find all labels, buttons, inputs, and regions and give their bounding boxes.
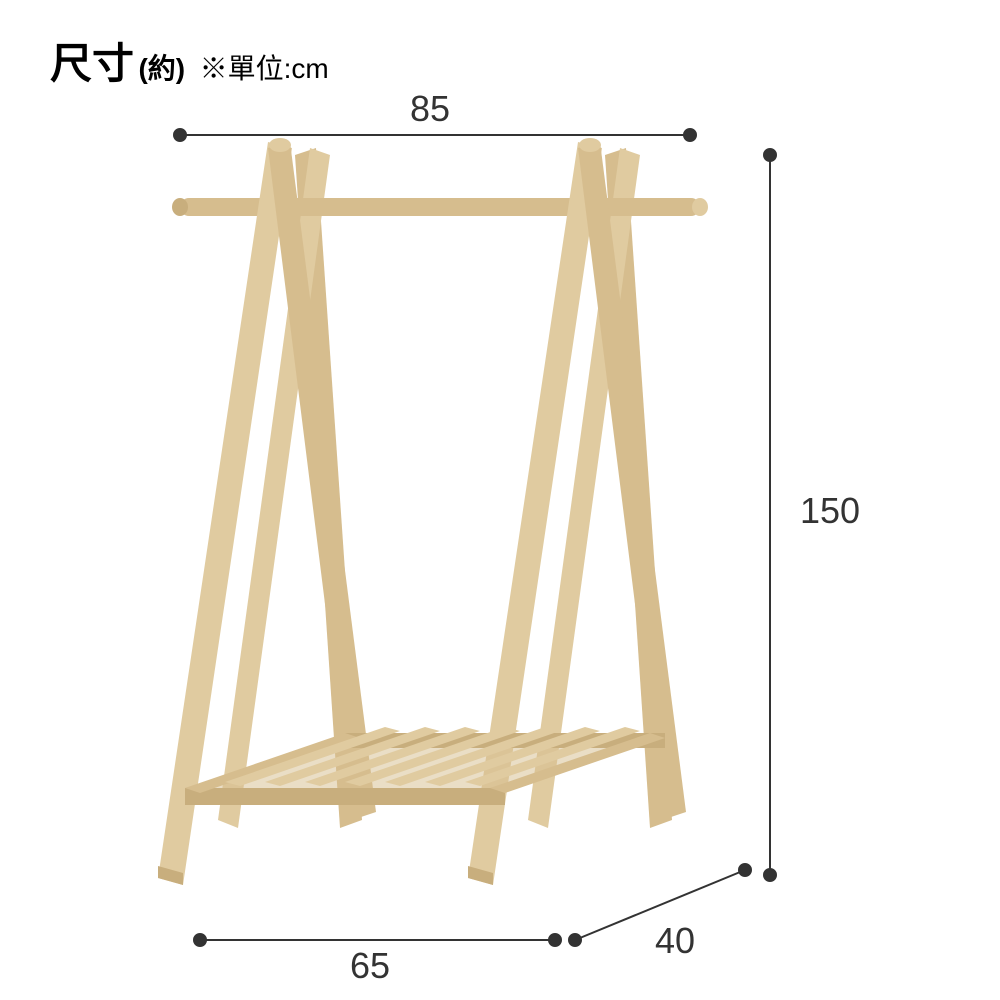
dim-bottom-width: 65 [350,945,390,987]
dim-top-width: 85 [410,88,450,130]
rack-shelf [185,727,665,805]
dim-height: 150 [800,490,860,532]
dim-depth: 40 [655,920,695,962]
rack-crossbar [172,198,708,216]
